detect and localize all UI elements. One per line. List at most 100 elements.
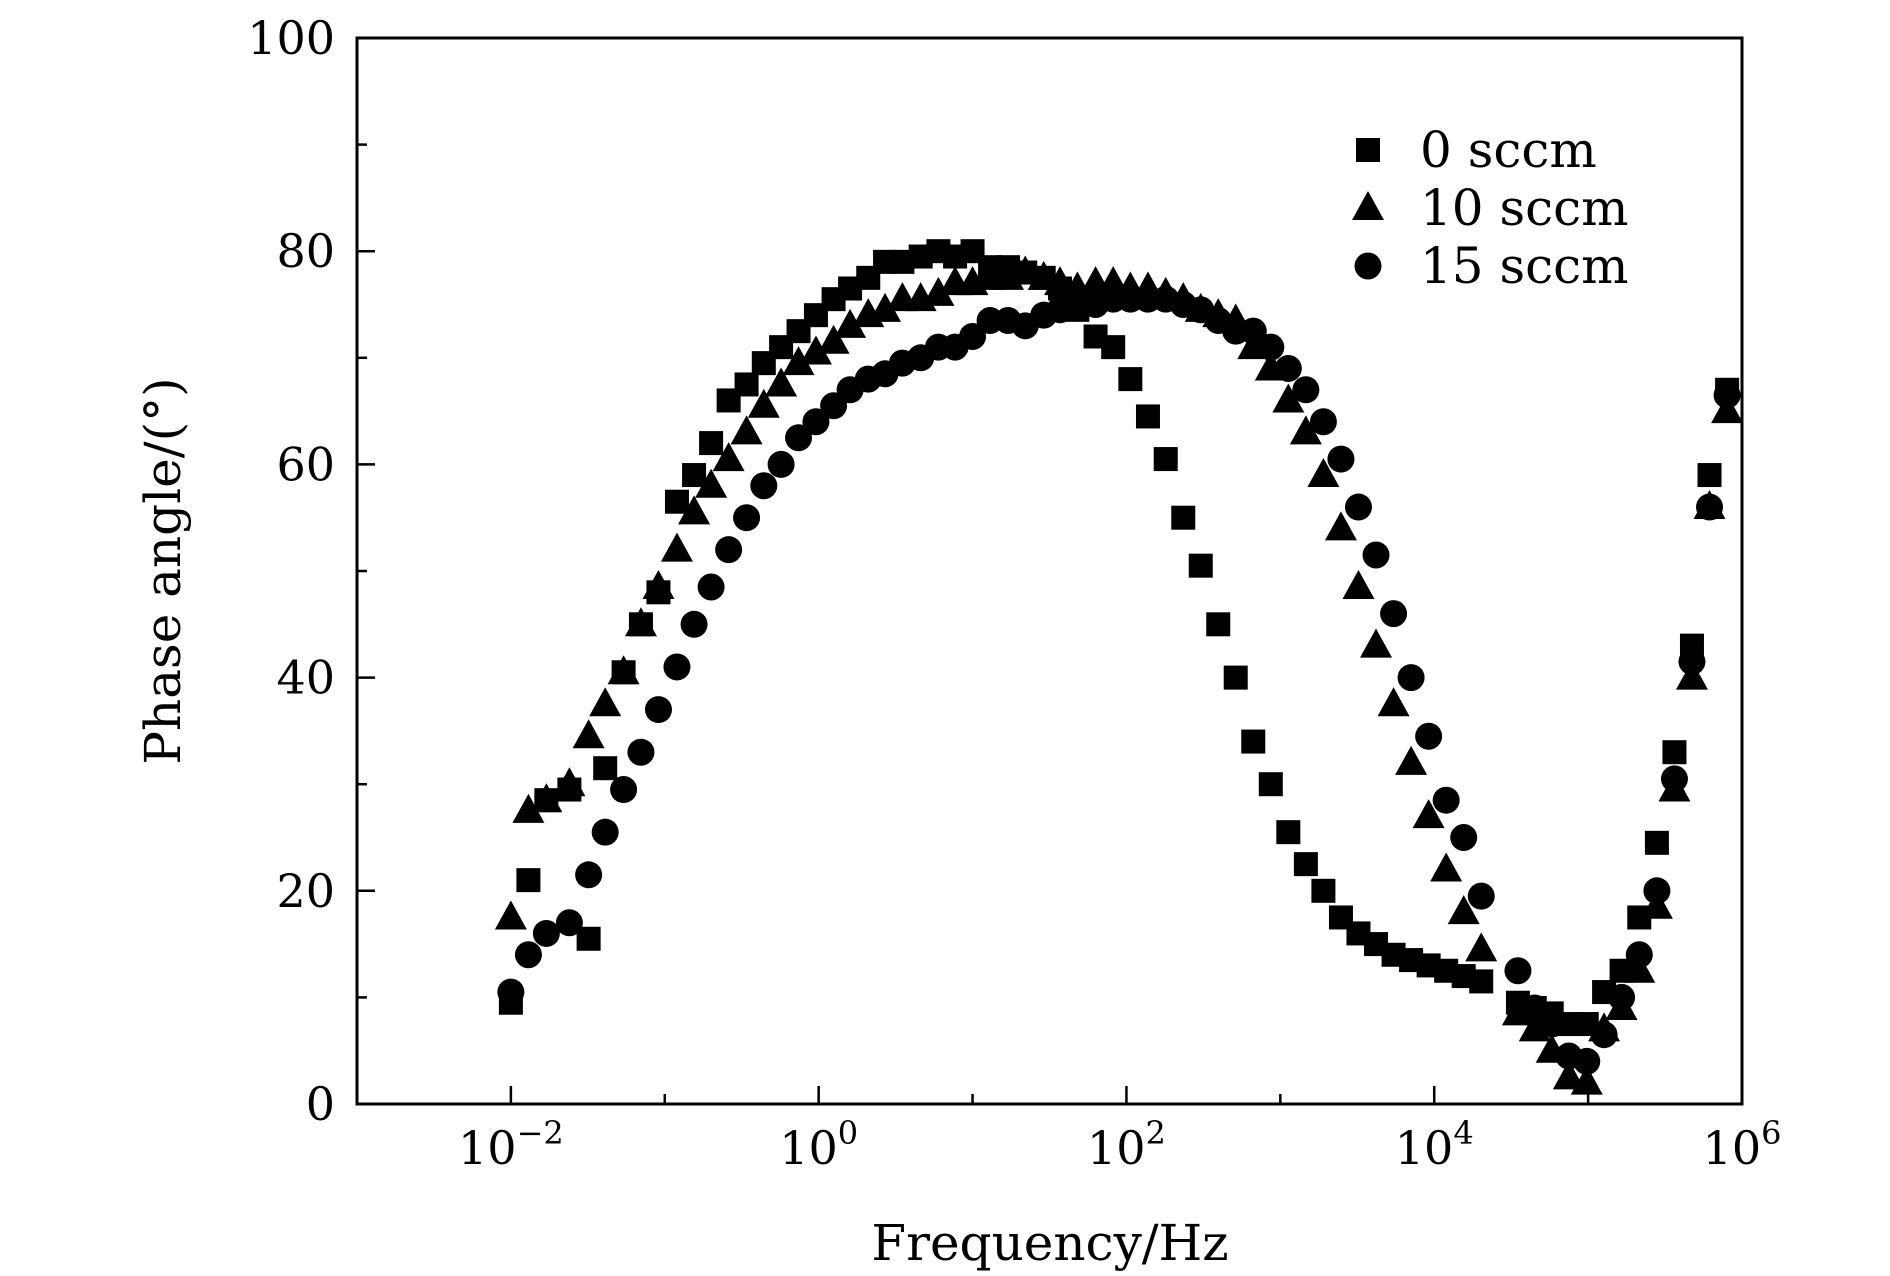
legend-marker-circle bbox=[1354, 252, 1382, 280]
data-point-triangle bbox=[712, 442, 745, 472]
legend-item-15-sccm: 15 sccm bbox=[1354, 237, 1629, 295]
data-point-circle bbox=[1467, 882, 1495, 910]
data-point-circle bbox=[514, 941, 542, 969]
data-point-circle bbox=[591, 818, 619, 846]
data-point-triangle bbox=[1307, 458, 1340, 488]
data-point-square bbox=[1223, 665, 1248, 690]
legend-label-0-sccm: 0 sccm bbox=[1420, 121, 1597, 179]
data-point-circle bbox=[610, 776, 638, 804]
series-square-points bbox=[498, 239, 1740, 1037]
data-point-circle bbox=[1344, 493, 1372, 521]
data-point-circle bbox=[1678, 648, 1706, 676]
legend-label-15-sccm: 15 sccm bbox=[1420, 237, 1629, 295]
data-point-circle bbox=[532, 919, 560, 947]
data-point-square bbox=[1311, 878, 1336, 903]
data-point-triangle bbox=[817, 324, 850, 354]
y-axis-label: Phase angle/(°) bbox=[134, 377, 192, 764]
data-point-triangle bbox=[869, 292, 902, 322]
y-tick-label: 20 bbox=[276, 864, 335, 918]
data-point-triangle bbox=[678, 495, 711, 525]
data-point-triangle bbox=[1272, 383, 1305, 413]
x-axis-label: Frequency/Hz bbox=[871, 1214, 1228, 1272]
data-point-square bbox=[1118, 367, 1143, 392]
data-point-circle bbox=[697, 573, 725, 601]
data-point-circle bbox=[1309, 408, 1337, 436]
data-point-square bbox=[1153, 447, 1178, 472]
data-point-circle bbox=[767, 450, 795, 478]
data-point-triangle bbox=[1360, 628, 1393, 658]
x-tick-label: 106 bbox=[1703, 1114, 1782, 1175]
y-tick-label: 0 bbox=[306, 1077, 335, 1131]
data-point-circle bbox=[680, 610, 708, 638]
data-point-square bbox=[576, 926, 601, 951]
data-point-triangle bbox=[589, 687, 622, 717]
legend-marker-square bbox=[1356, 138, 1380, 162]
legend: 0 sccm 10 sccm 15 sccm bbox=[1352, 121, 1629, 295]
data-point-circle bbox=[733, 504, 761, 532]
data-point-square bbox=[516, 868, 541, 893]
legend-triangle-marker bbox=[1352, 191, 1384, 220]
data-point-circle bbox=[1380, 600, 1408, 628]
data-point-circle bbox=[627, 738, 655, 766]
data-point-square bbox=[682, 463, 707, 488]
data-point-triangle bbox=[799, 335, 832, 365]
data-point-circle bbox=[663, 653, 691, 681]
data-point-triangle bbox=[1430, 852, 1463, 882]
data-point-square bbox=[664, 489, 689, 514]
data-point-triangle bbox=[1552, 1060, 1585, 1090]
points-layer bbox=[494, 239, 1744, 1095]
data-point-triangle bbox=[922, 276, 955, 306]
data-point-triangle bbox=[1570, 1065, 1603, 1095]
data-point-circle bbox=[802, 408, 830, 436]
data-point-square bbox=[1644, 830, 1669, 855]
data-point-circle bbox=[750, 472, 778, 500]
data-point-circle bbox=[1660, 765, 1688, 793]
y-tick-label: 60 bbox=[276, 437, 335, 491]
data-point-square bbox=[1293, 852, 1318, 877]
data-point-triangle bbox=[624, 607, 657, 637]
data-point-triangle bbox=[572, 719, 605, 749]
data-point-circle bbox=[785, 424, 813, 452]
data-point-square bbox=[1258, 772, 1283, 797]
legend-item-10-sccm: 10 sccm bbox=[1352, 179, 1629, 237]
data-point-square bbox=[1188, 553, 1213, 578]
data-point-circle bbox=[1713, 381, 1741, 409]
data-point-triangle bbox=[642, 569, 675, 599]
data-point-triangle bbox=[1412, 799, 1445, 829]
data-point-circle bbox=[1327, 445, 1355, 473]
series-circle-points bbox=[497, 285, 1741, 1075]
data-point-circle bbox=[1415, 722, 1443, 750]
plot-frame bbox=[355, 36, 1744, 1106]
data-point-circle bbox=[1362, 541, 1390, 569]
data-point-circle bbox=[959, 322, 987, 350]
data-point-triangle bbox=[1324, 511, 1357, 541]
data-point-triangle bbox=[1043, 266, 1076, 296]
data-point-triangle bbox=[607, 655, 640, 685]
data-point-circle bbox=[555, 909, 583, 937]
data-point-triangle bbox=[782, 346, 815, 376]
data-point-triangle bbox=[553, 767, 586, 797]
x-tick-label: 10−2 bbox=[458, 1114, 564, 1175]
data-point-circle bbox=[1696, 493, 1724, 521]
ticks-layer: 0 20 40 60 80 100 10−2 100 102 104 106 bbox=[247, 11, 1781, 1175]
data-point-triangle bbox=[1342, 569, 1375, 599]
data-point-circle bbox=[1521, 994, 1549, 1022]
data-point-circle bbox=[1257, 333, 1285, 361]
data-point-circle bbox=[715, 536, 743, 564]
y-tick-label: 100 bbox=[247, 11, 335, 65]
data-point-circle bbox=[1643, 877, 1671, 905]
data-point-triangle bbox=[660, 532, 693, 562]
legend-square-marker bbox=[1356, 138, 1380, 162]
data-point-triangle bbox=[765, 367, 798, 397]
data-point-circle bbox=[1625, 941, 1653, 969]
data-point-triangle bbox=[530, 783, 563, 813]
data-point-square bbox=[1171, 505, 1196, 530]
data-point-square bbox=[1662, 740, 1687, 765]
data-point-triangle bbox=[695, 468, 728, 498]
data-point-triangle bbox=[512, 793, 545, 823]
data-point-triangle bbox=[1289, 415, 1322, 445]
y-tick-label: 80 bbox=[276, 224, 335, 278]
series-triangle-points bbox=[494, 255, 1744, 1095]
x-tick-label: 100 bbox=[779, 1114, 858, 1175]
